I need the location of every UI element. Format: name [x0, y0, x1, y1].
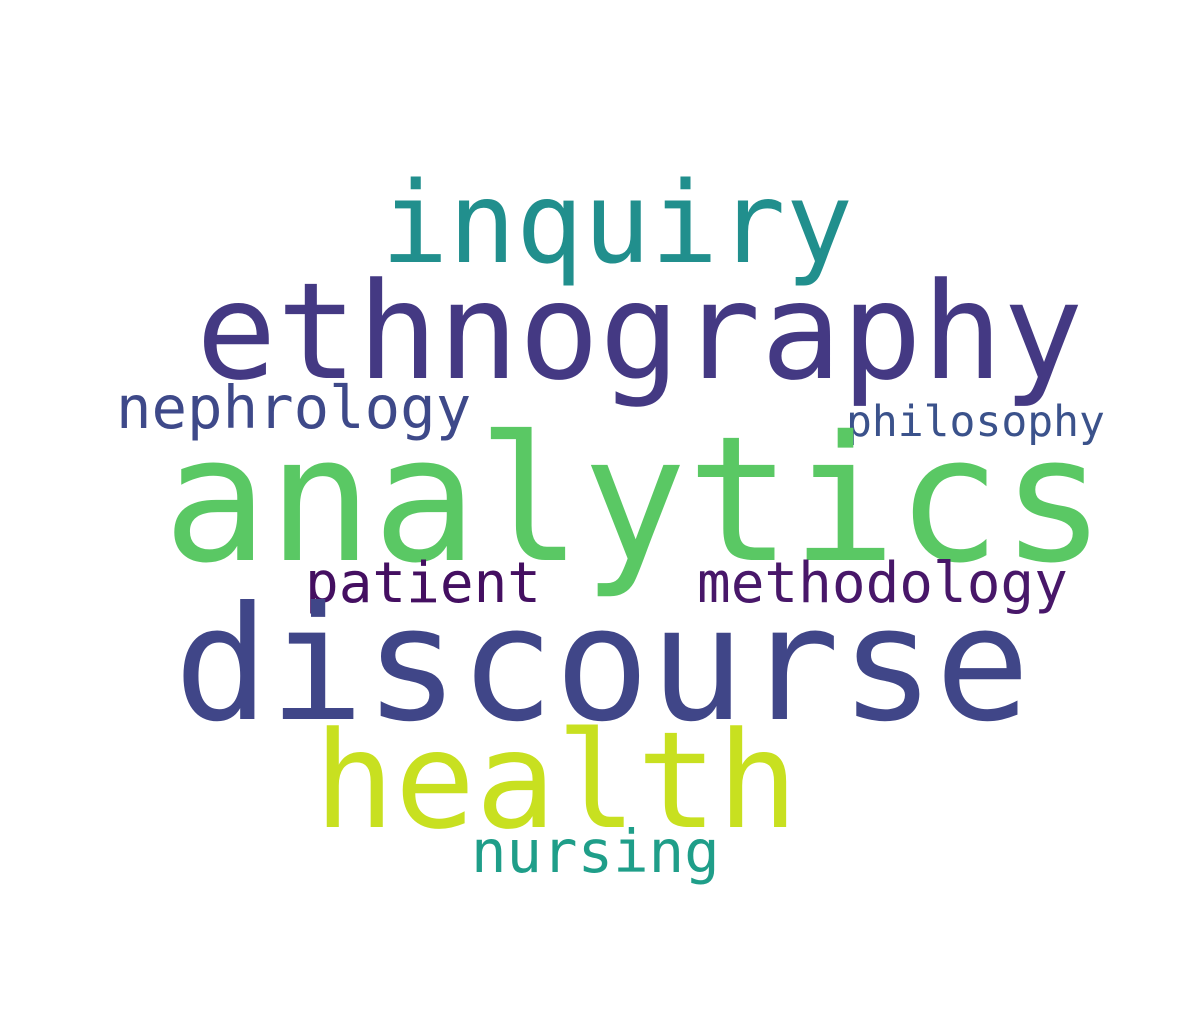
word-philosophy: philosophy: [846, 397, 1105, 447]
word-health: health: [314, 703, 799, 859]
word-ethnography: ethnography: [196, 254, 1084, 410]
word-nursing: nursing: [471, 817, 720, 886]
word-nephrology: nephrology: [116, 373, 472, 442]
word-methodology: methodology: [697, 551, 1068, 616]
word-patient: patient: [305, 551, 542, 616]
word-analytics: analytics: [163, 399, 1106, 602]
word-discourse: discourse: [174, 573, 1031, 757]
word-inquiry: inquiry: [381, 159, 854, 289]
